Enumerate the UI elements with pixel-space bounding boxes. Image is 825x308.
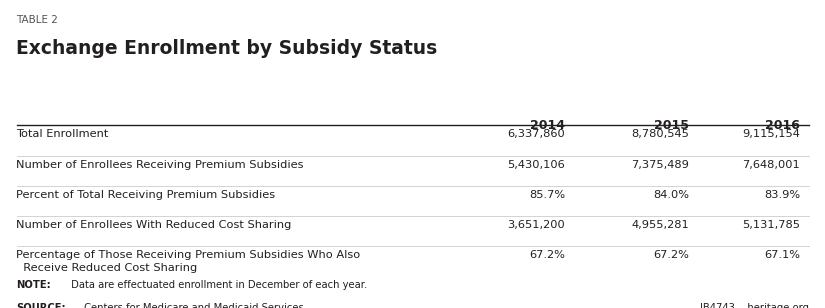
Text: IB4743    heritage.org: IB4743 heritage.org [700,303,808,308]
Text: 8,780,545: 8,780,545 [631,129,689,139]
Text: Percent of Total Receiving Premium Subsidies: Percent of Total Receiving Premium Subsi… [16,190,276,200]
Text: 5,430,106: 5,430,106 [507,160,565,169]
Text: 67.1%: 67.1% [764,250,800,260]
Text: Data are effectuated enrollment in December of each year.: Data are effectuated enrollment in Decem… [68,280,367,290]
Text: 5,131,785: 5,131,785 [742,220,800,230]
Text: Number of Enrollees With Reduced Cost Sharing: Number of Enrollees With Reduced Cost Sh… [16,220,292,230]
Text: 84.0%: 84.0% [653,190,689,200]
Text: 7,648,001: 7,648,001 [742,160,800,169]
Text: NOTE:: NOTE: [16,280,51,290]
Text: 2016: 2016 [766,119,800,132]
Text: 7,375,489: 7,375,489 [631,160,689,169]
Text: Total Enrollment: Total Enrollment [16,129,109,139]
Text: TABLE 2: TABLE 2 [16,15,59,25]
Text: 67.2%: 67.2% [653,250,689,260]
Text: 67.2%: 67.2% [530,250,565,260]
Text: 83.9%: 83.9% [764,190,800,200]
Text: 3,651,200: 3,651,200 [507,220,565,230]
Text: 6,337,860: 6,337,860 [507,129,565,139]
Text: Number of Enrollees Receiving Premium Subsidies: Number of Enrollees Receiving Premium Su… [16,160,304,169]
Text: 85.7%: 85.7% [529,190,565,200]
Text: Percentage of Those Receiving Premium Subsidies Who Also
  Receive Reduced Cost : Percentage of Those Receiving Premium Su… [16,250,361,273]
Text: SOURCE:: SOURCE: [16,303,66,308]
Text: 2015: 2015 [654,119,689,132]
Text: 2014: 2014 [530,119,565,132]
Text: Exchange Enrollment by Subsidy Status: Exchange Enrollment by Subsidy Status [16,38,438,58]
Text: Centers for Medicare and Medicaid Services.: Centers for Medicare and Medicaid Servic… [81,303,307,308]
Text: 4,955,281: 4,955,281 [631,220,689,230]
Text: 9,115,154: 9,115,154 [742,129,800,139]
